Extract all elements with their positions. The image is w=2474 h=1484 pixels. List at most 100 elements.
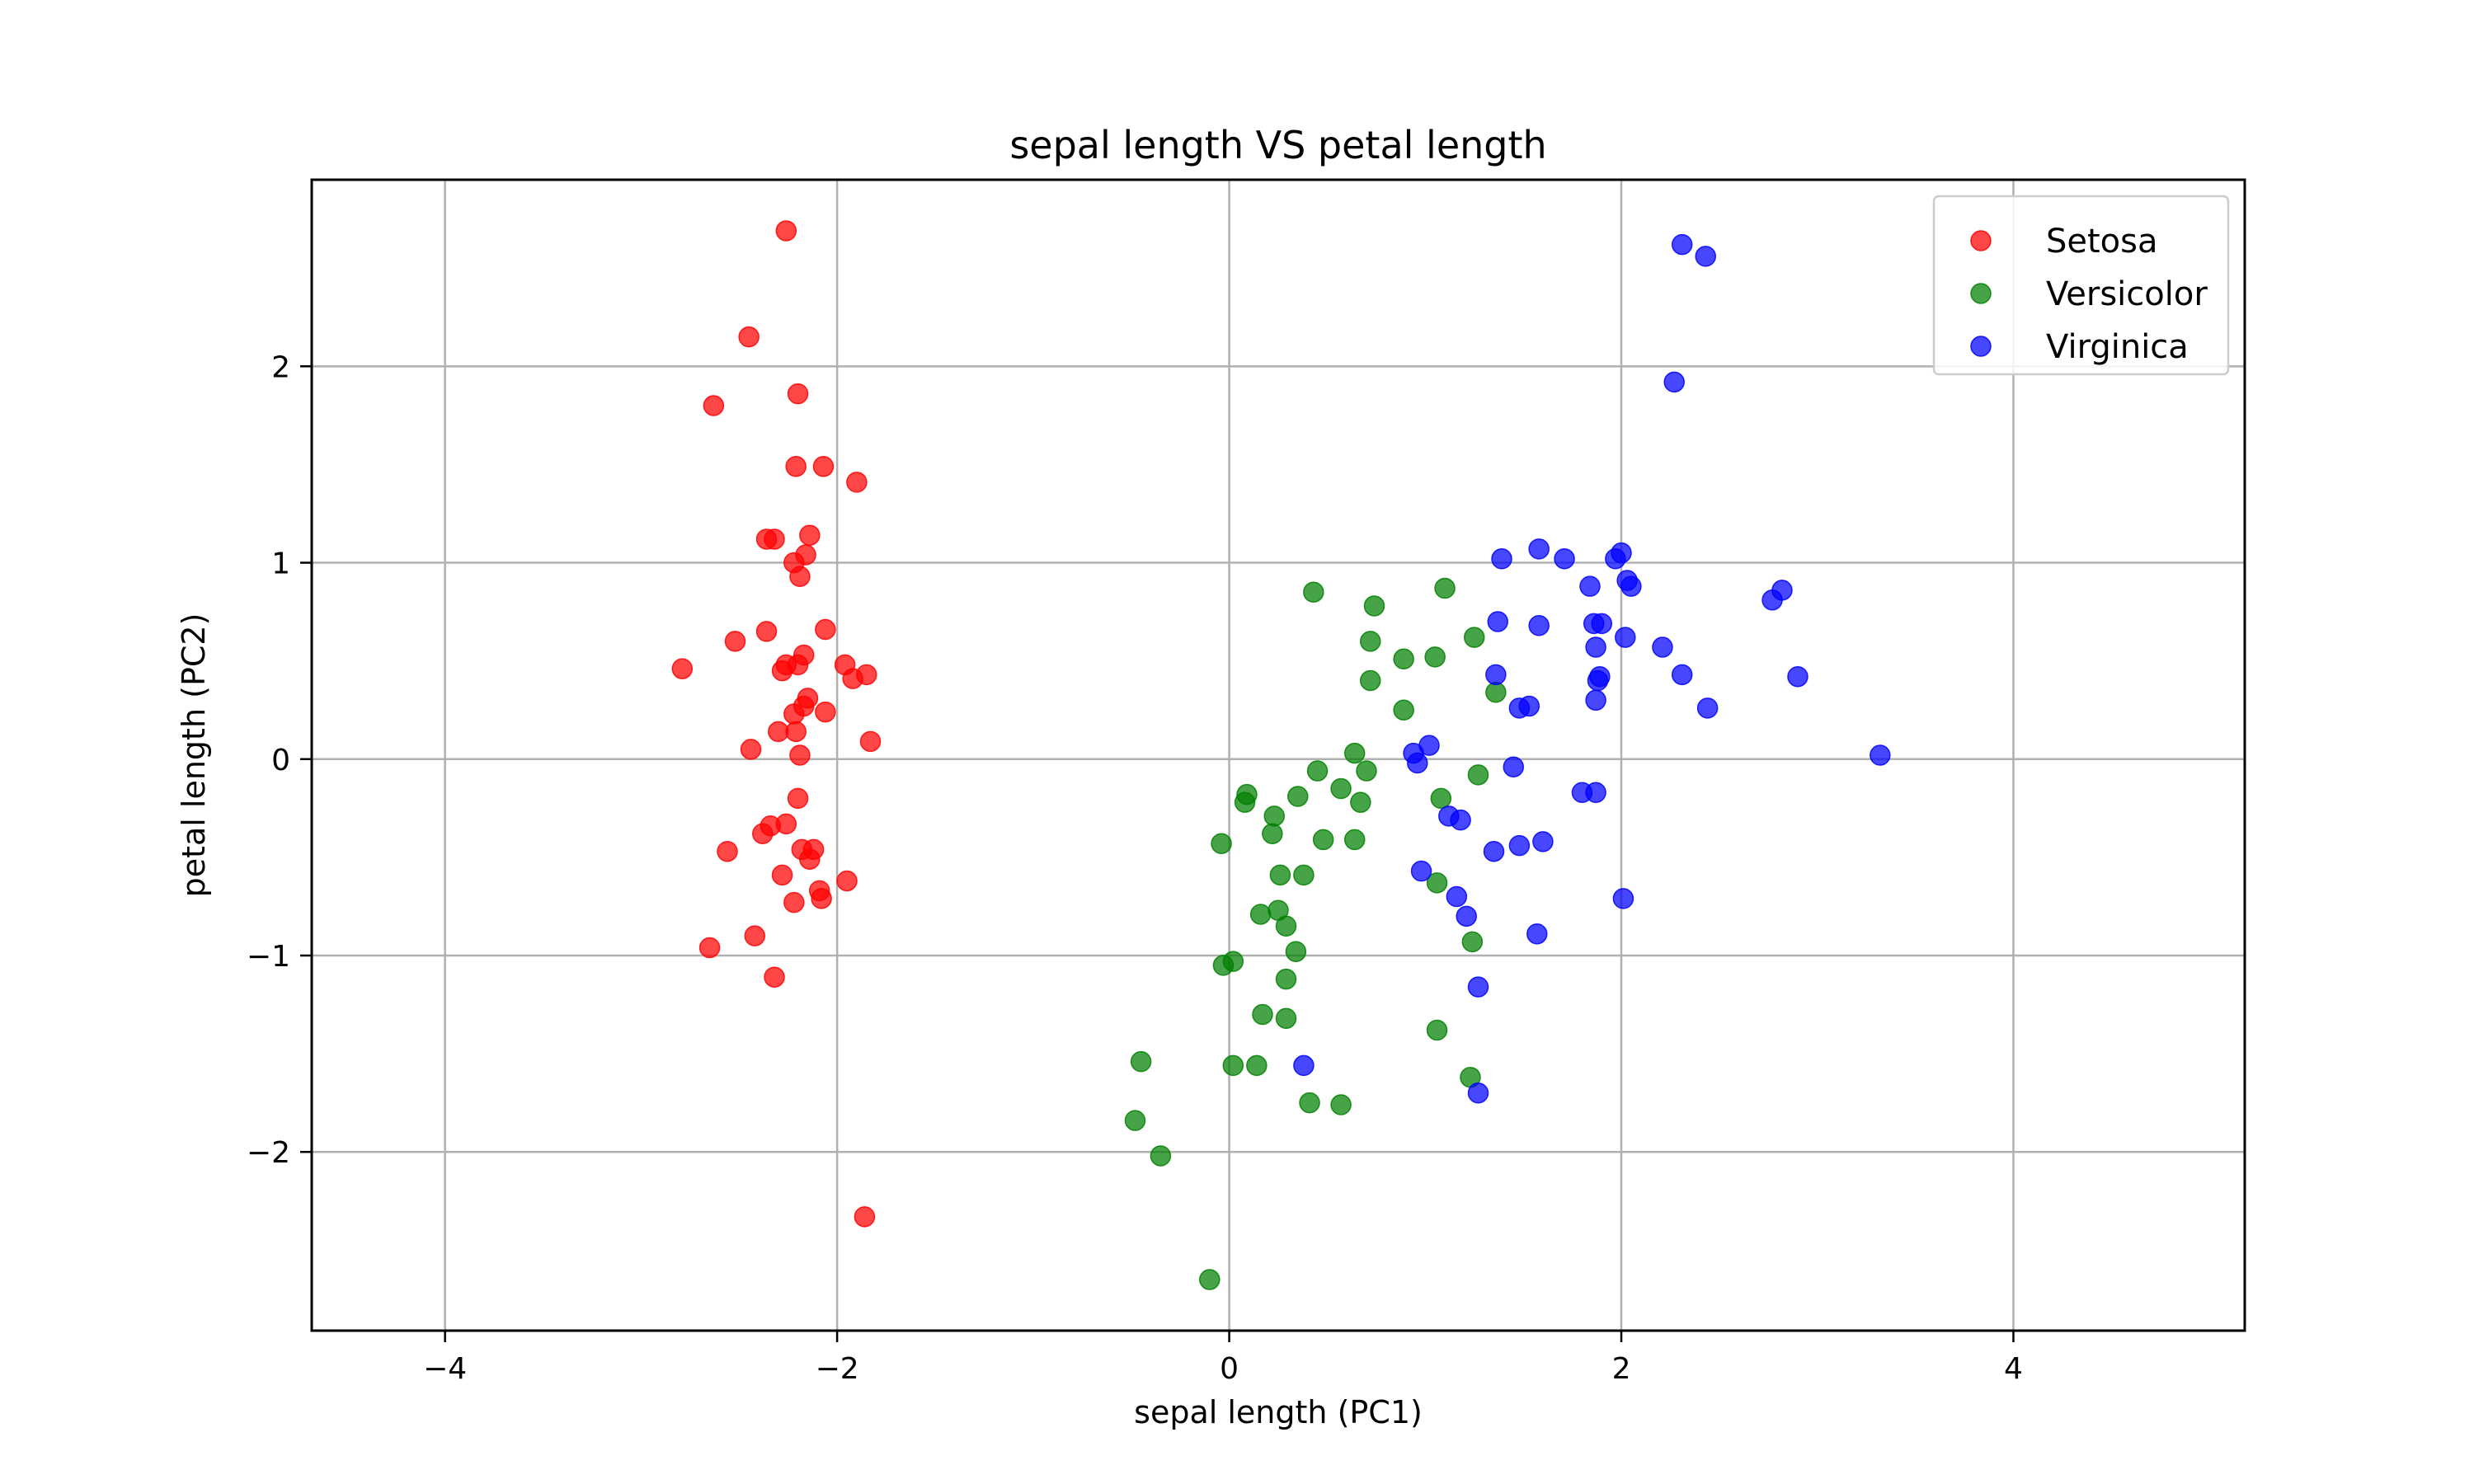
data-point [1532,831,1554,852]
data-point [1359,669,1381,692]
data-point [1652,636,1673,658]
data-point [775,220,797,242]
data-point [1434,577,1456,599]
data-point [787,383,809,405]
data-point [1343,742,1366,764]
data-point [783,891,805,913]
data-point [1485,682,1507,703]
data-point [1330,1094,1352,1115]
data-point [1554,548,1575,570]
legend-label: Virginica [2046,328,2189,366]
data-point [1350,791,1371,813]
data-point [815,701,836,723]
data-point [785,721,807,743]
y-tick-label: −2 [247,1136,290,1170]
data-point [1485,664,1507,686]
data-point [1222,951,1244,972]
data-point [1771,580,1793,601]
data-point [1585,689,1606,711]
plot-area-frame [310,178,2246,1332]
y-tick-label: 2 [271,350,290,384]
series-setosa [671,220,882,1228]
data-point [1407,752,1428,774]
data-point [1263,805,1285,827]
data-point [1312,829,1334,851]
data-point [787,787,809,810]
data-point [1269,864,1291,886]
data-point [856,664,877,686]
data-point [1528,538,1550,560]
x-axis-label: sepal length (PC1) [1134,1394,1423,1430]
data-point [1293,864,1315,886]
data-point [1503,756,1525,778]
data-point [785,456,807,477]
legend-marker [1970,230,1992,251]
data-point [1483,840,1505,862]
legend-marker [1970,283,1992,304]
grid-lines [312,180,2245,1331]
data-point [1426,872,1448,894]
data-point [1293,1054,1315,1077]
data-point [854,1206,876,1228]
data-point [1252,1003,1273,1026]
legend: Setosa Versicolor Virginica [1932,195,2230,376]
data-point [1446,885,1468,908]
data-point [1303,581,1324,603]
data-point [1787,665,1808,688]
data-point [1275,968,1297,990]
data-point [799,524,821,546]
data-point [859,730,882,753]
data-point [1199,1269,1221,1290]
data-point [698,937,721,959]
data-point [1150,1145,1172,1167]
data-point [789,566,811,587]
data-point [1124,1110,1146,1131]
data-point [671,658,694,679]
x-tick-label: 0 [1220,1352,1239,1386]
data-point [768,721,789,743]
data-point [1615,627,1636,648]
data-point [1467,1082,1489,1104]
data-point [1275,1007,1297,1029]
data-point [1262,823,1283,845]
axis-ticks: −4 −2 0 2 4 −2 −1 0 1 2 [247,350,2023,1386]
x-tick-label: −2 [816,1352,859,1386]
data-point [1430,787,1452,810]
data-point [752,823,774,845]
data-point [1410,860,1432,882]
data-point [1356,760,1377,782]
data-point [1585,782,1606,804]
legend-frame [1932,195,2230,376]
data-point [1487,611,1509,632]
data-point [1671,233,1693,256]
data-point [1611,542,1632,564]
data-point [1222,1054,1244,1077]
data-point [1461,931,1484,953]
data-point [783,703,805,725]
data-point [1663,371,1685,393]
data-point [1870,744,1891,766]
data-point [724,631,746,652]
data-point [1526,923,1548,945]
data-point [744,925,766,946]
data-point [771,660,793,682]
data-point [1306,760,1329,782]
data-point [815,618,836,641]
data-point [1234,791,1256,813]
chart-title: sepal length VS petal length [1009,123,1546,167]
y-tick-label: −1 [247,940,290,974]
data-point [1450,809,1471,831]
data-point [1299,1092,1320,1114]
x-tick-label: 2 [1612,1352,1631,1386]
data-point [811,888,832,909]
data-point [738,326,760,348]
data-point [764,966,785,988]
y-axis-label: petal length (PC2) [176,613,212,898]
data-point [1467,764,1489,786]
data-point [1585,636,1606,658]
data-point [771,864,793,886]
data-point [789,744,811,766]
series-versicolor [1124,577,1507,1290]
legend-marker [1970,336,1992,357]
data-point [812,456,835,477]
